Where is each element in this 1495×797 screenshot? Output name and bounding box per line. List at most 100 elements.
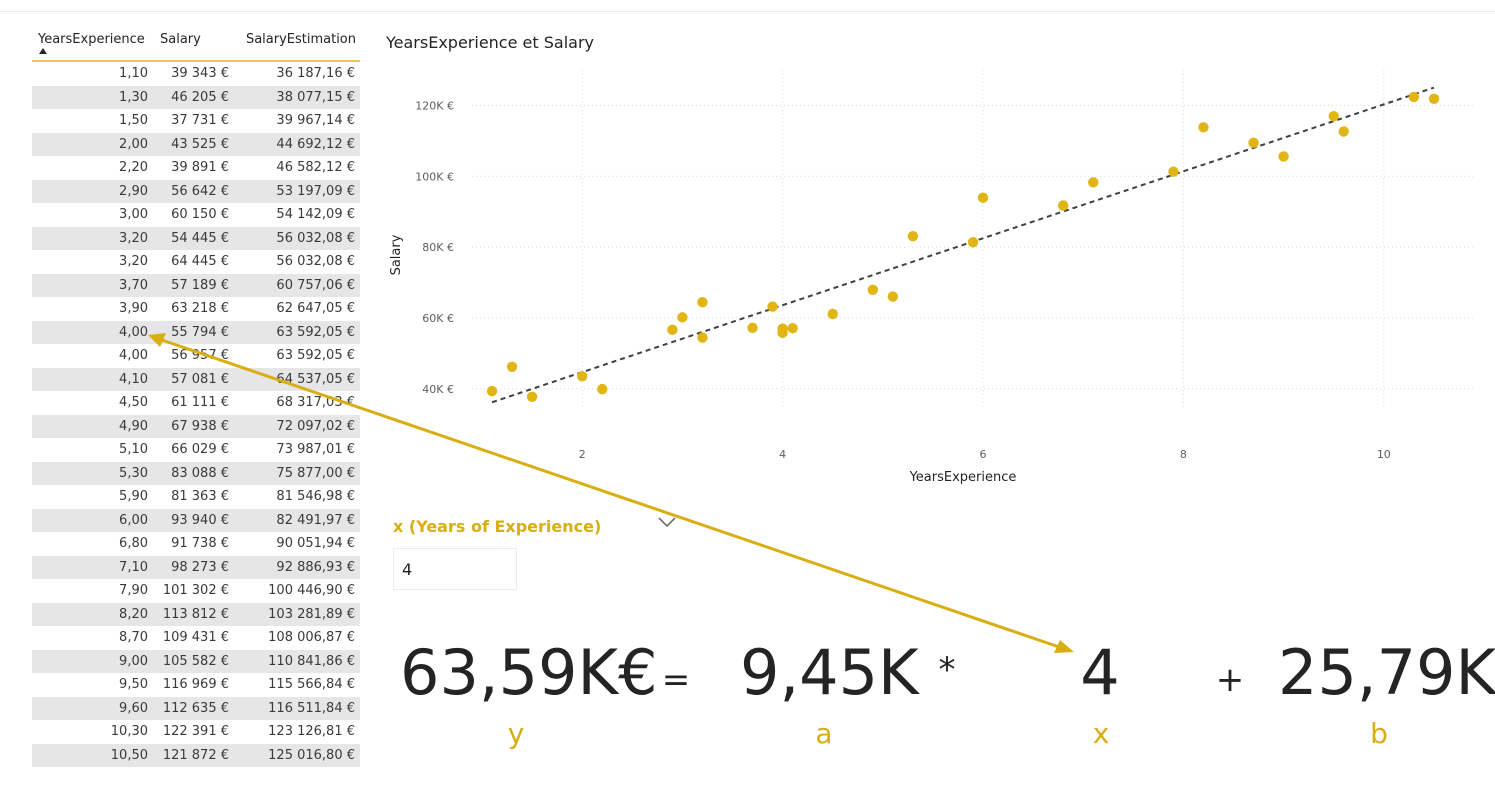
cell-years: 5,90 bbox=[119, 489, 148, 504]
cell-salary: 56 957 € bbox=[171, 348, 229, 363]
data-point bbox=[1328, 110, 1339, 122]
cell-estimation: 44 692,12 € bbox=[276, 136, 355, 152]
data-point bbox=[667, 324, 678, 336]
table-row[interactable]: 4,10 57 081 € 64 537,05 € bbox=[32, 367, 360, 391]
data-point bbox=[1338, 126, 1349, 137]
cell-years: 1,30 bbox=[119, 89, 148, 105]
scatter-chart: 40K € 60K € 80K € 100K € 120K € 2 4 6 8 10 YearsEx… bbox=[389, 70, 1474, 485]
table-row[interactable]: 9,50 116 969 € 115 566,84 € bbox=[32, 673, 360, 697]
table-row[interactable]: 7,10 98 273 € 92 886,93 € bbox=[32, 555, 360, 579]
cell-salary: 43 525 € bbox=[171, 136, 229, 152]
table-row[interactable]: 3,20 64 445 € 56 032,08 € bbox=[32, 250, 360, 274]
cell-years: 3,70 bbox=[119, 277, 148, 293]
y-tick-label: 120K € bbox=[415, 99, 454, 112]
table-row[interactable]: 3,70 57 189 € 60 757,06 € bbox=[32, 273, 360, 297]
cell-salary: 55 794 € bbox=[171, 324, 229, 340]
y-tick-label: 60K € bbox=[422, 312, 454, 325]
data-point bbox=[1408, 91, 1420, 103]
table-row[interactable]: 3,00 60 150 € 54 142,09 € bbox=[32, 203, 360, 227]
table-row[interactable]: 5,90 81 363 € 81 546,98 € bbox=[32, 485, 360, 509]
data-point bbox=[697, 296, 708, 308]
table-row[interactable]: 6,80 91 738 € 90 051,94 € bbox=[32, 532, 360, 556]
cell-years: 3,00 bbox=[119, 207, 148, 222]
cell-estimation: 100 446,90 € bbox=[268, 583, 355, 598]
x-tick-label: 2 bbox=[579, 448, 586, 461]
table-row[interactable]: 5,30 83 088 € 75 877,00 € bbox=[32, 461, 360, 485]
column-header-years[interactable]: YearsExperience bbox=[38, 32, 145, 47]
table-row[interactable]: 2,20 39 891 € 46 582,12 € bbox=[32, 156, 360, 180]
y-tick-label: 40K € bbox=[422, 383, 454, 396]
cell-salary: 121 872 € bbox=[162, 747, 229, 763]
cell-years: 4,00 bbox=[119, 348, 148, 363]
cell-years: 7,90 bbox=[119, 583, 148, 598]
table-row[interactable]: 1,10 39 343 € 36 187,16 € bbox=[32, 62, 360, 86]
cell-salary: 83 088 € bbox=[171, 465, 229, 481]
cell-estimation: 92 886,93 € bbox=[276, 559, 355, 575]
data-point bbox=[577, 371, 588, 382]
table-row[interactable]: 7,90 101 302 € 100 446,90 € bbox=[32, 579, 360, 603]
cell-salary: 37 731 € bbox=[171, 113, 229, 128]
cell-years: 10,50 bbox=[110, 747, 148, 763]
cell-salary: 116 969 € bbox=[162, 677, 229, 692]
column-header-salary[interactable]: Salary bbox=[160, 32, 201, 47]
table-row[interactable]: 4,00 56 957 € 63 592,05 € bbox=[32, 344, 360, 368]
table-row[interactable]: 9,00 105 582 € 110 841,86 € bbox=[32, 649, 360, 673]
table-row[interactable]: 2,00 43 525 € 44 692,12 € bbox=[32, 132, 360, 156]
cell-salary: 39 891 € bbox=[171, 160, 229, 175]
y-axis-title: Salary bbox=[389, 234, 404, 275]
sort-ascending-icon[interactable] bbox=[39, 48, 47, 54]
cell-estimation: 115 566,84 € bbox=[268, 677, 355, 692]
table-row[interactable]: 2,90 56 642 € 53 197,09 € bbox=[32, 179, 360, 203]
data-point bbox=[1057, 200, 1069, 211]
table-row[interactable]: 9,60 112 635 € 116 511,84 € bbox=[32, 696, 360, 720]
data-point bbox=[747, 322, 758, 334]
chevron-down-icon[interactable] bbox=[657, 515, 677, 529]
table-row[interactable]: 1,30 46 205 € 38 077,15 € bbox=[32, 85, 360, 109]
cell-estimation: 81 546,98 € bbox=[276, 489, 355, 504]
data-point bbox=[506, 361, 518, 372]
cell-years: 8,70 bbox=[119, 630, 148, 645]
data-point bbox=[977, 192, 989, 203]
table-row[interactable]: 10,30 122 391 € 123 126,81 € bbox=[32, 720, 360, 744]
column-header-estimation[interactable]: SalaryEstimation bbox=[245, 32, 356, 47]
x-tick-label: 8 bbox=[1180, 448, 1187, 461]
x-tick-label: 6 bbox=[980, 448, 987, 461]
cell-estimation: 90 051,94 € bbox=[276, 536, 355, 551]
table-row[interactable]: 6,00 93 940 € 82 491,97 € bbox=[32, 508, 360, 532]
cell-salary: 101 302 € bbox=[162, 583, 229, 598]
table-row[interactable]: 8,20 113 812 € 103 281,89 € bbox=[32, 602, 360, 626]
years-input[interactable] bbox=[393, 548, 517, 590]
b-value: 25,79K bbox=[1278, 636, 1495, 709]
table-row[interactable]: 8,70 109 431 € 108 006,87 € bbox=[32, 626, 360, 650]
table-row[interactable]: 3,90 63 218 € 62 647,05 € bbox=[32, 297, 360, 321]
cell-years: 6,80 bbox=[119, 536, 148, 551]
plus-sign: + bbox=[1215, 660, 1245, 700]
data-point bbox=[597, 383, 608, 395]
data-point bbox=[767, 301, 778, 312]
cell-years: 5,30 bbox=[119, 465, 148, 481]
y-tick-label: 100K € bbox=[415, 170, 454, 183]
cell-years: 9,00 bbox=[119, 653, 148, 669]
table-row[interactable]: 3,20 54 445 € 56 032,08 € bbox=[32, 226, 360, 250]
cell-years: 3,20 bbox=[119, 254, 148, 269]
cell-years: 4,00 bbox=[119, 324, 148, 340]
y-label: y bbox=[507, 717, 525, 750]
cell-salary: 93 940 € bbox=[171, 512, 229, 528]
cell-salary: 109 431 € bbox=[162, 630, 229, 645]
cell-salary: 54 445 € bbox=[171, 230, 229, 246]
table-row[interactable]: 1,50 37 731 € 39 967,14 € bbox=[32, 109, 360, 133]
table-row[interactable]: 4,50 61 111 € 68 317,03 € bbox=[32, 391, 360, 415]
cell-estimation: 103 281,89 € bbox=[268, 606, 355, 622]
x-axis-title: YearsExperience bbox=[909, 470, 1017, 485]
multiply-sign: * bbox=[938, 650, 956, 690]
table-row[interactable]: 4,00 55 794 € 63 592,05 € bbox=[32, 320, 360, 344]
table-row[interactable]: 4,90 67 938 € 72 097,02 € bbox=[32, 414, 360, 438]
cell-salary: 98 273 € bbox=[171, 559, 229, 575]
table-row[interactable]: 10,50 121 872 € 125 016,80 € bbox=[32, 743, 360, 767]
cell-salary: 60 150 € bbox=[171, 207, 229, 222]
a-value: 9,45K bbox=[740, 636, 919, 709]
cell-salary: 122 391 € bbox=[162, 724, 229, 739]
table-row[interactable]: 5,10 66 029 € 73 987,01 € bbox=[32, 438, 360, 462]
data-point bbox=[486, 385, 498, 397]
data-point bbox=[526, 391, 538, 402]
